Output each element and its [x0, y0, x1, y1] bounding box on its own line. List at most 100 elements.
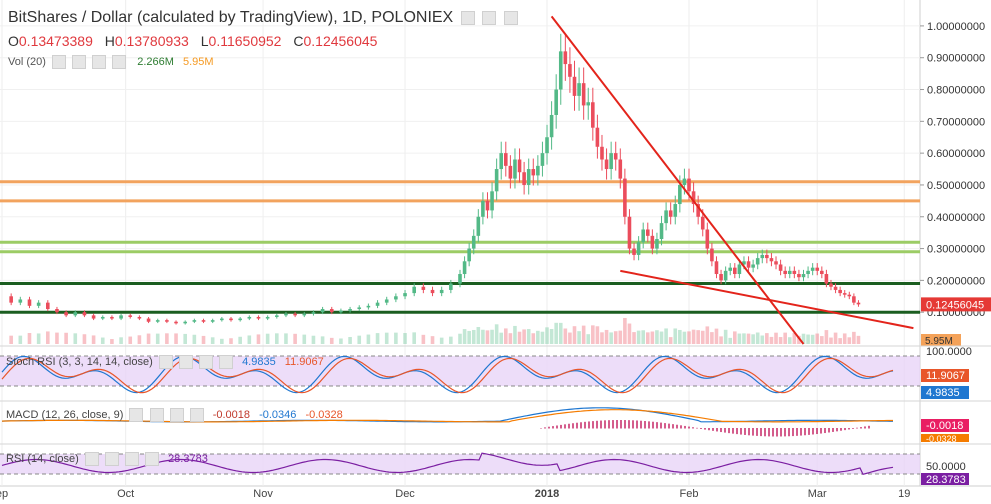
volume-bar — [100, 337, 105, 344]
macd-histogram-bar — [840, 428, 842, 431]
stoch-d-badge — [921, 369, 969, 382]
stoch-k-badge — [921, 386, 969, 399]
eye-icon[interactable] — [129, 408, 144, 422]
volume-bar — [710, 332, 714, 344]
close-icon[interactable] — [145, 452, 159, 466]
close-icon[interactable] — [503, 10, 518, 25]
settings-icon[interactable] — [72, 55, 87, 69]
candle-body — [705, 229, 710, 249]
candle-body — [627, 216, 632, 249]
plus-icon[interactable] — [92, 55, 107, 69]
candle-body — [430, 289, 435, 294]
volume-bar — [568, 332, 572, 344]
volume-bar — [783, 332, 787, 344]
candle-body — [9, 296, 13, 303]
candle-body — [494, 169, 499, 192]
macd-histogram-bar — [772, 428, 774, 437]
macd-badge-label: -0.0018 — [926, 420, 963, 432]
settings-icon[interactable] — [104, 452, 119, 466]
close-icon[interactable] — [189, 408, 204, 422]
volume-bar — [760, 335, 765, 344]
volume-bar — [485, 330, 490, 344]
volume-bar — [792, 332, 797, 344]
candle-body — [783, 270, 787, 275]
candle-body — [659, 223, 664, 240]
candle-body — [467, 248, 471, 262]
plus-icon[interactable] — [198, 355, 213, 369]
macd-histogram-bar — [716, 428, 718, 432]
x-tick-label: 19 — [898, 488, 910, 500]
candle-body — [302, 313, 307, 316]
eye-icon[interactable] — [51, 55, 66, 69]
macd-histogram-bar — [600, 420, 602, 429]
settings-icon[interactable] — [149, 408, 164, 422]
candle-body — [439, 289, 444, 294]
candle-body — [174, 321, 178, 324]
macd-histogram-bar — [588, 421, 590, 429]
volume-bar — [714, 328, 719, 344]
eye-icon[interactable] — [158, 355, 173, 369]
macd-histogram-bar — [792, 428, 794, 437]
volume-bar — [499, 332, 504, 344]
volume-bar — [165, 333, 169, 344]
macd-histogram-bar — [624, 420, 626, 429]
macd-badge — [921, 419, 969, 432]
y-tick-label: 0.70000000 — [927, 116, 985, 128]
volume-bar — [815, 333, 820, 344]
volume-bar — [329, 337, 334, 344]
candle-body — [833, 286, 838, 290]
candle-body — [568, 64, 572, 77]
candle-body — [238, 318, 242, 321]
volume-bar — [678, 329, 682, 344]
macd-histogram-bar — [636, 420, 638, 429]
candle-body — [18, 299, 23, 303]
candle-body — [320, 309, 325, 313]
trend-line — [550, 15, 805, 345]
macd-histogram-bar — [732, 428, 734, 434]
volume-bar — [458, 333, 462, 344]
macd-histogram-bar — [564, 424, 566, 429]
volume-bar — [765, 333, 769, 344]
plus-icon[interactable] — [124, 452, 139, 466]
macd-histogram-bar — [700, 428, 702, 429]
macd-histogram-bar — [856, 427, 858, 429]
volume-bar — [604, 329, 609, 344]
volume-bar — [586, 334, 591, 344]
settings-icon[interactable] — [482, 10, 497, 25]
volume-bar — [320, 336, 325, 344]
candle-body — [27, 299, 32, 306]
candle-body — [668, 210, 673, 217]
candle-body — [810, 267, 815, 271]
candle-body — [490, 191, 494, 211]
volume-bar — [513, 325, 517, 344]
candle-body — [751, 264, 755, 268]
candle-body — [700, 216, 705, 230]
candle-body — [481, 200, 485, 217]
plus-icon[interactable] — [169, 408, 184, 422]
macd-histogram-bar — [644, 421, 646, 429]
dropdown-icon[interactable] — [460, 10, 475, 25]
volume-bar — [155, 333, 160, 344]
close-icon[interactable] — [112, 55, 127, 69]
macd-histogram-bar — [692, 427, 694, 429]
settings-icon[interactable] — [178, 355, 193, 369]
volume-bar — [490, 329, 494, 344]
candle-body — [710, 248, 714, 262]
close-icon[interactable] — [219, 355, 233, 369]
volume-bar — [723, 329, 728, 344]
candle-body — [375, 302, 380, 306]
stoch-k-line — [1, 355, 894, 394]
volume-bar — [481, 329, 485, 344]
candle-body — [256, 316, 261, 319]
volume-bar — [366, 334, 371, 344]
y-tick-label: 0.90000000 — [927, 53, 985, 65]
volume-bar — [668, 337, 673, 344]
candle-body — [856, 302, 861, 305]
candle-body — [618, 159, 623, 179]
eye-icon[interactable] — [84, 452, 99, 466]
candle-body — [778, 264, 783, 271]
macd-histogram-bar — [580, 422, 582, 429]
candle-body — [682, 178, 687, 185]
volume-bar — [348, 336, 352, 344]
